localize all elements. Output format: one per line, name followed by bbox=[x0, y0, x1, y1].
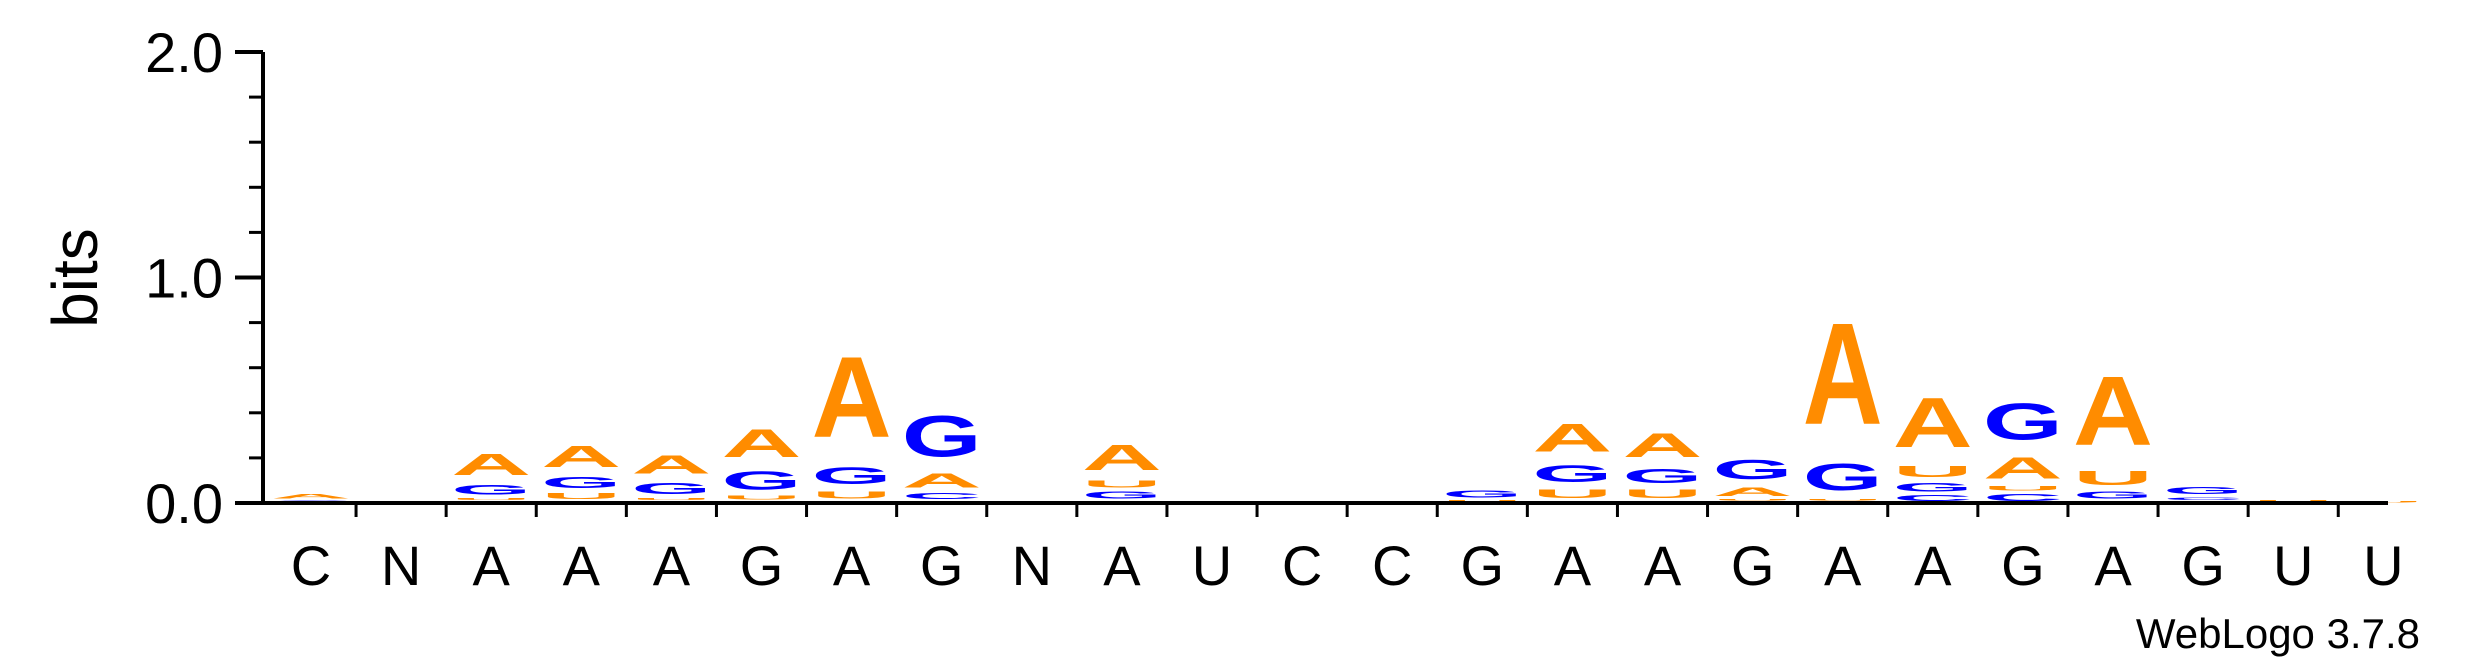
position-label: N bbox=[1012, 534, 1052, 597]
logo-letter-U: U bbox=[1442, 500, 1522, 502]
y-tick-label: 0.0 bbox=[145, 472, 223, 535]
logo-letter-G: G bbox=[1623, 465, 1703, 488]
logo-letter-A: A bbox=[271, 493, 351, 500]
y-axis-label: bits bbox=[39, 228, 111, 328]
position-label: G bbox=[2181, 534, 2225, 597]
logo-letter-G: G bbox=[722, 466, 802, 495]
position-label: A bbox=[1914, 534, 1952, 597]
logo-letter-G: G bbox=[1983, 393, 2063, 451]
logo-letter-G: G bbox=[1893, 480, 1973, 494]
logo-letter-U: U bbox=[631, 497, 711, 500]
weblogo-credit: WebLogo 3.7.8 bbox=[2136, 610, 2420, 657]
logo-letter-G: G bbox=[1082, 490, 1162, 501]
logo-letter-U: U bbox=[1803, 498, 1883, 500]
logo-letter-U: U bbox=[1623, 487, 1703, 500]
logo-letter-G: G bbox=[902, 403, 982, 469]
logo-letter-A: A bbox=[451, 448, 531, 481]
position-label: A bbox=[1824, 534, 1862, 597]
position-label: A bbox=[1554, 534, 1592, 597]
logo-letter-A: A bbox=[1623, 427, 1703, 465]
logo-letter-A: A bbox=[1532, 415, 1612, 460]
position-label: G bbox=[2001, 534, 2045, 597]
logo-letter-A: A bbox=[902, 469, 982, 492]
logo-letter-A: A bbox=[1983, 452, 2063, 485]
position-label: G bbox=[1461, 534, 1505, 597]
logo-letter-G: G bbox=[541, 474, 621, 492]
logo-letter-U: U bbox=[722, 495, 802, 501]
logo-letter-A: A bbox=[1893, 383, 1973, 462]
logo-letter-C: C bbox=[1893, 494, 1973, 503]
logo-letter-A: A bbox=[541, 440, 621, 473]
position-label: G bbox=[920, 534, 964, 597]
logo-letter-G: G bbox=[451, 482, 531, 498]
logo-letter-G: G bbox=[1803, 456, 1883, 498]
position-label: C bbox=[1372, 534, 1412, 597]
logo-letter-A: A bbox=[1713, 485, 1793, 498]
logo-letter-U: U bbox=[1713, 498, 1793, 500]
logo-letter-G: G bbox=[1442, 488, 1522, 499]
logo-letter-U: U bbox=[1983, 485, 2063, 492]
logo-letter-C: C bbox=[1983, 492, 2063, 503]
logo-letter-A: A bbox=[1082, 438, 1162, 478]
logo-letter-A: A bbox=[722, 421, 802, 466]
logo-letter-U: U bbox=[1532, 487, 1612, 500]
position-label: U bbox=[2273, 534, 2313, 597]
position-label: A bbox=[473, 534, 511, 597]
logo-letter-G: G bbox=[2073, 490, 2153, 501]
logo-letter-C: C bbox=[2163, 496, 2243, 501]
logo-glyphs: CACUGACUGACUGACUGACUGAUCAGCGUACUGCUGACUG… bbox=[271, 293, 2423, 503]
logo-letter-U: U bbox=[541, 492, 621, 501]
y-tick-label: 2.0 bbox=[145, 21, 223, 84]
logo-letter-U: U bbox=[451, 497, 531, 500]
logo-letter-U: U bbox=[1082, 478, 1162, 489]
logo-letter-U: U bbox=[812, 489, 892, 500]
position-label: A bbox=[833, 534, 871, 597]
position-label: A bbox=[2094, 534, 2132, 597]
logo-letter-U: U bbox=[2073, 467, 2153, 490]
logo-letter-G: G bbox=[812, 462, 892, 489]
logo-letter-A: A bbox=[2073, 357, 2153, 467]
position-label: G bbox=[1731, 534, 1775, 597]
position-label: U bbox=[1192, 534, 1232, 597]
position-label: A bbox=[1103, 534, 1141, 597]
logo-letter-A: A bbox=[812, 333, 892, 461]
y-tick-label: 1.0 bbox=[145, 247, 223, 310]
position-label: A bbox=[563, 534, 601, 597]
position-label: U bbox=[2363, 534, 2403, 597]
position-label: C bbox=[291, 534, 331, 597]
position-label: C bbox=[1282, 534, 1322, 597]
logo-letter-G: G bbox=[631, 479, 711, 497]
logo-letter-U: U bbox=[1893, 462, 1973, 480]
logo-letter-U: U bbox=[2253, 500, 2333, 502]
logo-letter-A: A bbox=[631, 450, 711, 479]
position-label: N bbox=[381, 534, 421, 597]
logo-letter-A: A bbox=[1803, 293, 1883, 455]
position-label: A bbox=[1644, 534, 1682, 597]
logo-letter-C: C bbox=[902, 492, 982, 501]
logo-letter-G: G bbox=[1532, 460, 1612, 487]
axes bbox=[261, 52, 2388, 505]
position-label: G bbox=[740, 534, 784, 597]
position-label: A bbox=[653, 534, 691, 597]
logo-letter-G: G bbox=[2163, 485, 2243, 496]
logo-letter-G: G bbox=[1713, 453, 1793, 484]
axis-ticks: 0.01.02.0C N A A A G A G N A U C C G A A G A A G A G U U bbox=[145, 21, 2403, 597]
